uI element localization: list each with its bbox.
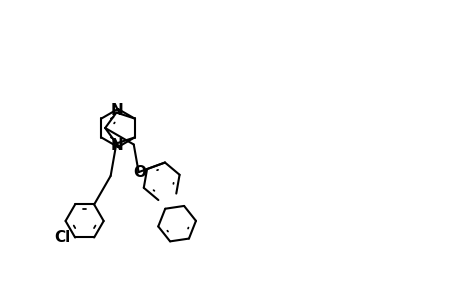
Text: O: O <box>134 165 146 180</box>
Text: N: N <box>110 103 123 118</box>
Text: Cl: Cl <box>54 230 70 245</box>
Text: N: N <box>111 138 123 153</box>
